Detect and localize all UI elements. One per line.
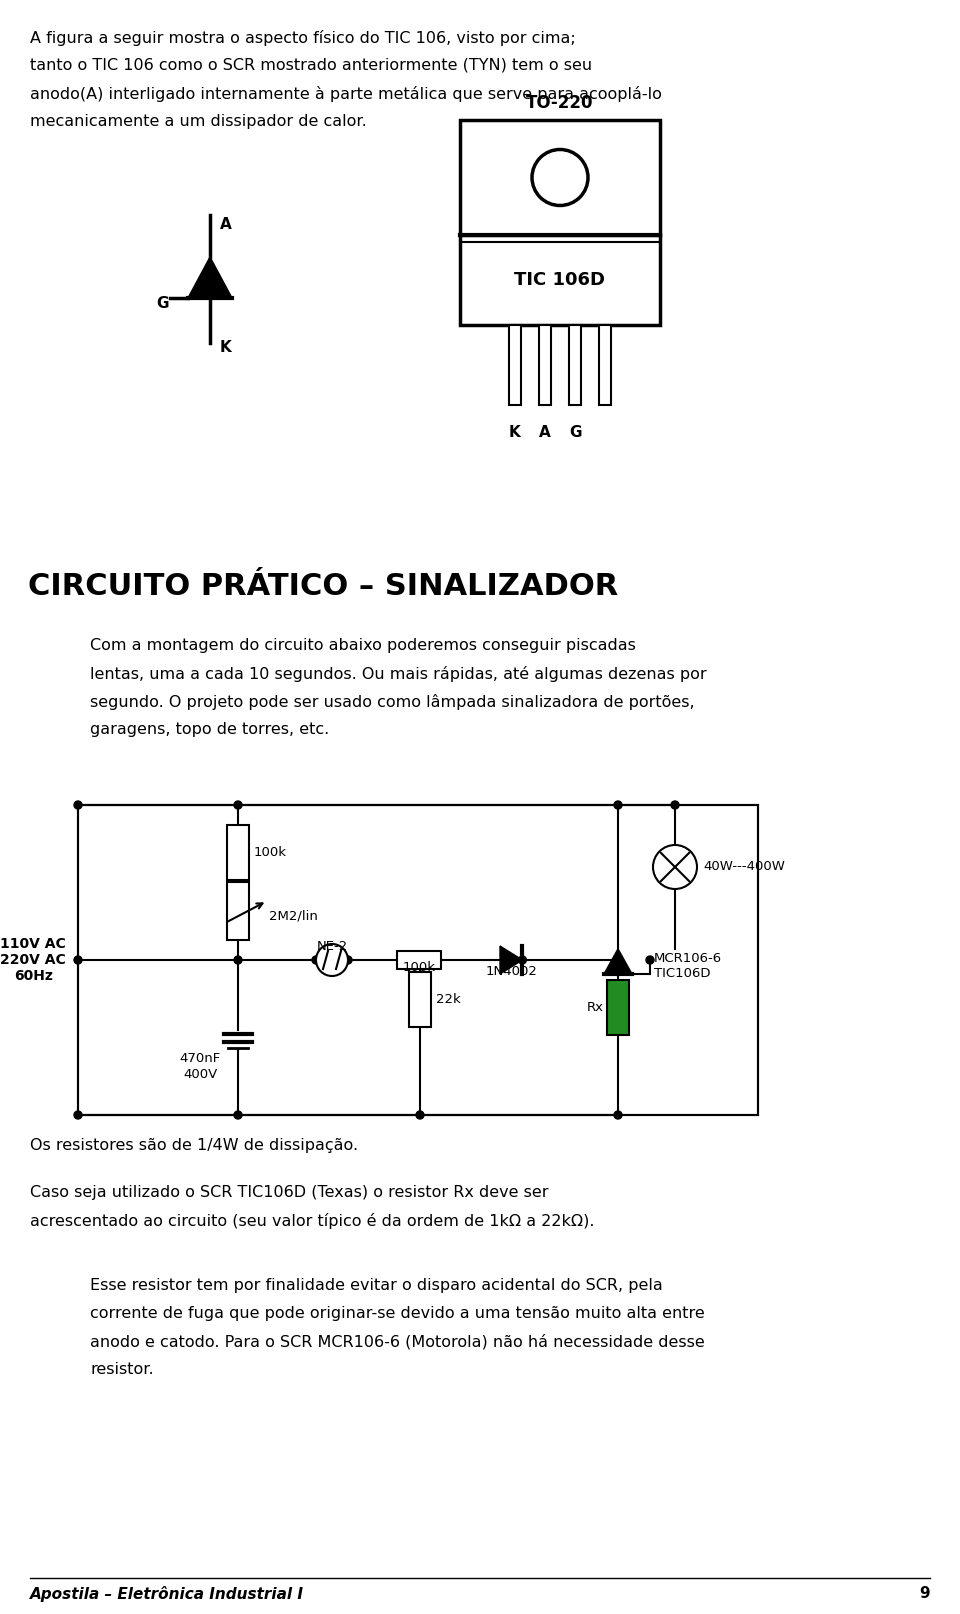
Text: K: K bbox=[220, 341, 231, 355]
Circle shape bbox=[518, 955, 526, 964]
Bar bbox=[409, 972, 431, 1027]
Bar bbox=[460, 236, 660, 324]
Text: corrente de fuga que pode originar-se devido a uma tensão muito alta entre: corrente de fuga que pode originar-se de… bbox=[90, 1306, 705, 1320]
Polygon shape bbox=[604, 949, 632, 973]
Text: resistor.: resistor. bbox=[90, 1362, 154, 1377]
Text: Com a montagem do circuito abaixo poderemos conseguir piscadas: Com a montagem do circuito abaixo podere… bbox=[90, 638, 636, 654]
Text: 470nF
400V: 470nF 400V bbox=[180, 1052, 221, 1080]
Circle shape bbox=[614, 801, 622, 809]
Circle shape bbox=[416, 1110, 424, 1119]
Polygon shape bbox=[188, 257, 232, 299]
Bar bbox=[78, 805, 758, 1115]
Text: anodo e catodo. Para o SCR MCR106-6 (Motorola) não há necessidade desse: anodo e catodo. Para o SCR MCR106-6 (Mot… bbox=[90, 1335, 705, 1349]
Text: MCR106-6
TIC106D: MCR106-6 TIC106D bbox=[654, 952, 722, 980]
Circle shape bbox=[234, 801, 242, 809]
Text: A: A bbox=[220, 216, 231, 232]
Bar bbox=[227, 881, 249, 939]
Text: TIC 106D: TIC 106D bbox=[515, 271, 606, 289]
Text: 22k: 22k bbox=[436, 993, 461, 1006]
Circle shape bbox=[234, 1110, 242, 1119]
Text: G: G bbox=[156, 297, 169, 312]
Circle shape bbox=[646, 955, 654, 964]
Circle shape bbox=[74, 801, 82, 809]
Circle shape bbox=[532, 150, 588, 205]
Circle shape bbox=[74, 1110, 82, 1119]
Text: NE-2: NE-2 bbox=[317, 939, 348, 952]
Text: Rx: Rx bbox=[587, 1001, 604, 1014]
Text: 100k: 100k bbox=[254, 846, 287, 859]
Text: 100k: 100k bbox=[402, 960, 436, 973]
Text: 40W---400W: 40W---400W bbox=[703, 860, 785, 873]
Text: CIRCUITO PRÁTICO – SINALIZADOR: CIRCUITO PRÁTICO – SINALIZADOR bbox=[28, 571, 618, 600]
Text: G: G bbox=[568, 424, 581, 441]
Bar bbox=[460, 119, 660, 236]
Text: 110V AC
220V AC
60Hz: 110V AC 220V AC 60Hz bbox=[0, 936, 66, 983]
Bar bbox=[509, 324, 521, 405]
Circle shape bbox=[416, 955, 424, 964]
Text: mecanicamente a um dissipador de calor.: mecanicamente a um dissipador de calor. bbox=[30, 115, 367, 129]
Circle shape bbox=[344, 955, 352, 964]
Text: A figura a seguir mostra o aspecto físico do TIC 106, visto por cima;: A figura a seguir mostra o aspecto físic… bbox=[30, 31, 576, 47]
Circle shape bbox=[653, 846, 697, 889]
Text: garagens, topo de torres, etc.: garagens, topo de torres, etc. bbox=[90, 721, 329, 738]
Text: A: A bbox=[540, 424, 551, 441]
Text: 9: 9 bbox=[920, 1587, 930, 1601]
Bar bbox=[397, 951, 441, 968]
Text: acrescentado ao circuito (seu valor típico é da ordem de 1kΩ a 22kΩ).: acrescentado ao circuito (seu valor típi… bbox=[30, 1214, 594, 1228]
Bar bbox=[569, 324, 581, 405]
Bar bbox=[599, 324, 611, 405]
Circle shape bbox=[234, 955, 242, 964]
Text: 2M2/lin: 2M2/lin bbox=[269, 910, 318, 923]
Text: lentas, uma a cada 10 segundos. Ou mais rápidas, até algumas dezenas por: lentas, uma a cada 10 segundos. Ou mais … bbox=[90, 667, 707, 683]
Text: Caso seja utilizado o SCR TIC106D (Texas) o resistor Rx deve ser: Caso seja utilizado o SCR TIC106D (Texas… bbox=[30, 1185, 548, 1199]
Text: K: K bbox=[509, 424, 521, 441]
Text: Os resistores são de 1/4W de dissipação.: Os resistores são de 1/4W de dissipação. bbox=[30, 1138, 358, 1152]
Text: 1N4002: 1N4002 bbox=[485, 965, 538, 978]
Polygon shape bbox=[500, 946, 522, 973]
Text: TO-220: TO-220 bbox=[526, 94, 593, 111]
Bar bbox=[227, 825, 249, 880]
Circle shape bbox=[671, 801, 679, 809]
Circle shape bbox=[316, 944, 348, 976]
Text: segundo. O projeto pode ser usado como lâmpada sinalizadora de portões,: segundo. O projeto pode ser usado como l… bbox=[90, 694, 695, 710]
Circle shape bbox=[614, 1110, 622, 1119]
Text: Esse resistor tem por finalidade evitar o disparo acidental do SCR, pela: Esse resistor tem por finalidade evitar … bbox=[90, 1278, 662, 1293]
Text: Apostila – Eletrônica Industrial I: Apostila – Eletrônica Industrial I bbox=[30, 1587, 304, 1603]
Text: anodo(A) interligado internamente à parte metálica que serve para acooplá-lo: anodo(A) interligado internamente à part… bbox=[30, 86, 661, 102]
Bar bbox=[607, 980, 629, 1035]
Circle shape bbox=[74, 955, 82, 964]
Text: tanto o TIC 106 como o SCR mostrado anteriormente (TYN) tem o seu: tanto o TIC 106 como o SCR mostrado ante… bbox=[30, 58, 592, 73]
Bar bbox=[539, 324, 551, 405]
Circle shape bbox=[312, 955, 320, 964]
